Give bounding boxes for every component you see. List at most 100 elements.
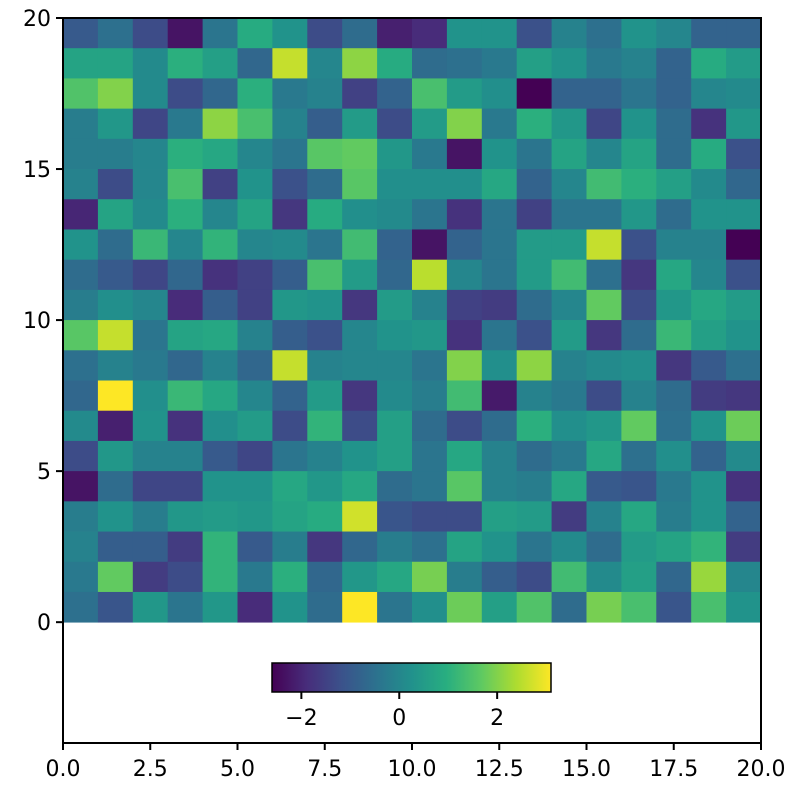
heatmap-cell (342, 78, 378, 110)
heatmap-cell (586, 350, 622, 381)
heatmap-cell (586, 501, 622, 532)
x-axis: 0.0 2.5 5.0 7.5 10.0 12.5 15.0 17.5 20.0 (46, 743, 785, 782)
heatmap-cell (63, 410, 99, 442)
heatmap-cell (726, 229, 762, 261)
heatmap-cell (167, 471, 203, 502)
heatmap-cell (63, 199, 99, 230)
heatmap-cell (342, 320, 378, 351)
heatmap-cell (167, 259, 203, 291)
heatmap-cell (377, 259, 413, 291)
heatmap-cell (412, 320, 448, 351)
heatmap-cell (586, 18, 622, 49)
heatmap-cell (377, 471, 413, 502)
heatmap-cell (551, 199, 587, 230)
heatmap-cell (586, 561, 622, 593)
heatmap-cell (481, 440, 518, 472)
heatmap-cell (97, 229, 134, 261)
heatmap-cell (63, 380, 99, 412)
heatmap-cell (726, 471, 762, 502)
heatmap-cell (202, 350, 238, 381)
heatmap-cell (551, 440, 587, 472)
heatmap-cell (97, 199, 134, 230)
heatmap-cell (202, 289, 238, 321)
heatmap-cell (481, 531, 518, 563)
heatmap-cell (272, 199, 308, 230)
heatmap-cell (551, 591, 587, 623)
x-tick-label: 12.5 (475, 757, 524, 782)
heatmap-cell (551, 320, 587, 351)
heatmap-cell (237, 471, 273, 502)
heatmap-cell (621, 289, 657, 321)
heatmap-cells (63, 18, 762, 623)
heatmap-cell (202, 410, 238, 442)
heatmap-cell (586, 78, 622, 110)
heatmap-cell (691, 350, 727, 381)
heatmap-cell (132, 350, 169, 381)
x-tick-label: 15.0 (562, 757, 611, 782)
heatmap-cell (342, 440, 378, 472)
colorbar-tick-label: 0 (392, 706, 406, 731)
heatmap-cell (272, 410, 308, 442)
heatmap-cell (342, 18, 378, 49)
heatmap-cell (481, 320, 518, 351)
heatmap-cell (656, 320, 692, 351)
heatmap-cell (726, 320, 762, 351)
heatmap-cell (412, 169, 448, 200)
heatmap-cell (202, 259, 238, 291)
heatmap-cell (691, 289, 727, 321)
y-tick-label: 15 (23, 158, 51, 183)
heatmap-cell (307, 229, 343, 261)
heatmap-cell (237, 410, 273, 442)
heatmap-cell (481, 169, 518, 200)
heatmap-cell (63, 561, 99, 593)
heatmap-cell (167, 380, 203, 412)
heatmap-cell (307, 471, 343, 502)
heatmap-cell (377, 350, 413, 381)
heatmap-cell (342, 48, 378, 79)
heatmap-cell (446, 169, 483, 200)
heatmap-cell (272, 320, 308, 351)
heatmap-cell (342, 229, 378, 261)
heatmap-cell (237, 48, 273, 79)
heatmap-cell (481, 561, 518, 593)
heatmap-cell (202, 320, 238, 351)
heatmap-cell (656, 561, 692, 593)
heatmap-cell (237, 531, 273, 563)
heatmap-cell (167, 410, 203, 442)
heatmap-cell (726, 18, 762, 49)
heatmap-cell (237, 78, 273, 110)
heatmap-cell (63, 78, 99, 110)
heatmap-cell (516, 138, 552, 170)
heatmap-cell (516, 501, 552, 532)
heatmap-cell (691, 561, 727, 593)
heatmap-cell (377, 531, 413, 563)
heatmap-cell (656, 289, 692, 321)
heatmap-cell (377, 289, 413, 321)
heatmap-cell (97, 410, 134, 442)
heatmap-cell (377, 410, 413, 442)
heatmap-cell (412, 380, 448, 412)
heatmap-cell (656, 380, 692, 412)
heatmap-cell (97, 18, 134, 49)
heatmap-cell (342, 138, 378, 170)
heatmap-cell (551, 138, 587, 170)
heatmap-cell (237, 320, 273, 351)
heatmap-cell (516, 440, 552, 472)
heatmap-cell (272, 78, 308, 110)
heatmap-cell (272, 591, 308, 623)
heatmap-cell (446, 289, 483, 321)
heatmap-cell (481, 229, 518, 261)
heatmap-cell (656, 229, 692, 261)
heatmap-cell (656, 350, 692, 381)
heatmap-cell (516, 289, 552, 321)
heatmap-cell (97, 259, 134, 291)
heatmap-cell (586, 380, 622, 412)
heatmap-cell (97, 380, 134, 412)
heatmap-cell (551, 18, 587, 49)
heatmap-cell (586, 531, 622, 563)
heatmap-cell (63, 320, 99, 351)
y-tick-label: 20 (23, 7, 51, 32)
heatmap-cell (726, 380, 762, 412)
heatmap-cell (342, 350, 378, 381)
